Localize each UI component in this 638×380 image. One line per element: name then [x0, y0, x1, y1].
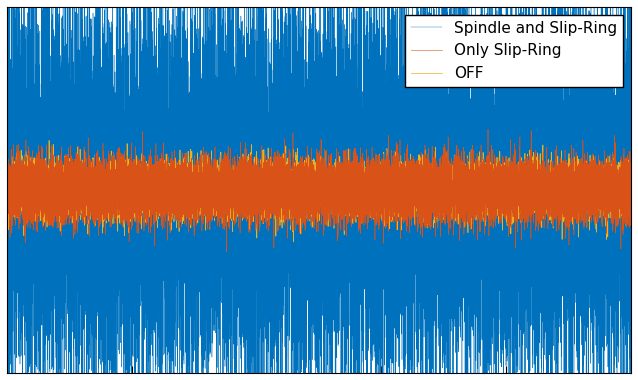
Legend: Spindle and Slip-Ring, Only Slip-Ring, OFF: Spindle and Slip-Ring, Only Slip-Ring, O…: [405, 14, 623, 87]
Only Slip-Ring: [587, 190, 595, 194]
Spindle and Slip-Ring: [627, 228, 635, 233]
OFF: [627, 179, 635, 184]
Only Slip-Ring: [450, 198, 457, 202]
OFF: [587, 188, 595, 193]
OFF: [299, 192, 306, 196]
Spindle and Slip-Ring: [159, 162, 167, 166]
Only Slip-Ring: [381, 185, 389, 190]
Spindle and Slip-Ring: [450, 55, 457, 60]
OFF: [450, 182, 457, 187]
Spindle and Slip-Ring: [299, 184, 306, 188]
Line: OFF: OFF: [7, 141, 631, 242]
Spindle and Slip-Ring: [587, 165, 595, 170]
Line: Only Slip-Ring: Only Slip-Ring: [7, 129, 631, 252]
OFF: [45, 138, 53, 143]
Spindle and Slip-Ring: [3, 142, 11, 147]
OFF: [3, 189, 11, 194]
OFF: [404, 184, 412, 188]
Only Slip-Ring: [159, 227, 167, 231]
Only Slip-Ring: [484, 127, 492, 131]
OFF: [381, 200, 389, 205]
OFF: [290, 239, 297, 244]
Only Slip-Ring: [3, 207, 11, 212]
Only Slip-Ring: [299, 193, 306, 197]
Line: Spindle and Slip-Ring: Spindle and Slip-Ring: [7, 0, 631, 380]
Only Slip-Ring: [404, 190, 412, 195]
Spindle and Slip-Ring: [381, 166, 389, 171]
OFF: [159, 200, 167, 205]
Only Slip-Ring: [627, 189, 635, 193]
Only Slip-Ring: [223, 250, 230, 254]
